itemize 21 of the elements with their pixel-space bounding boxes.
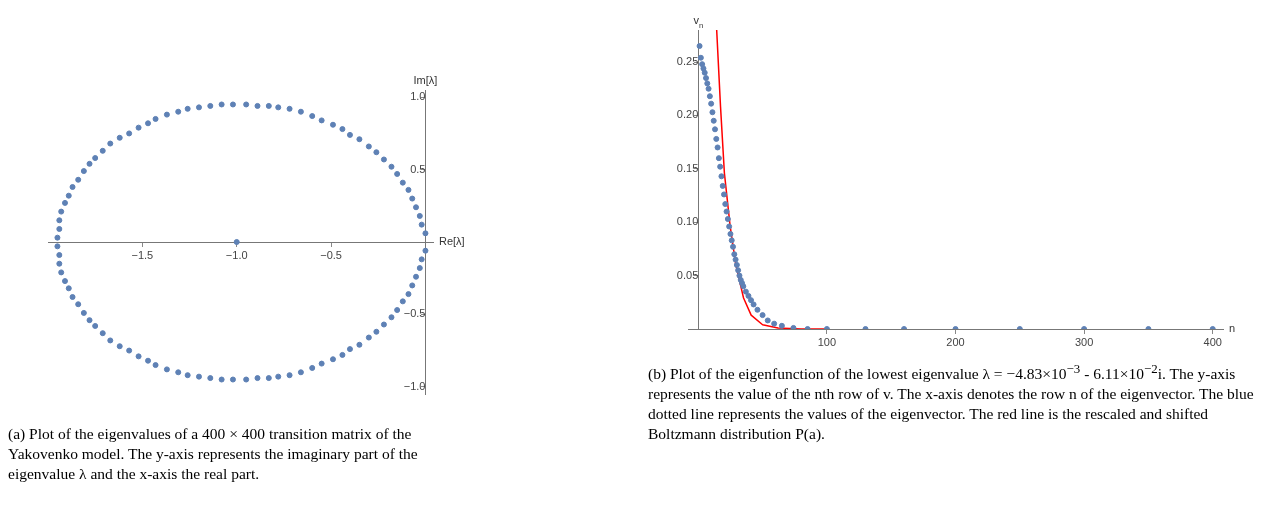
y-tick-label: 0.10 bbox=[676, 215, 699, 228]
y-tick-label: 0.5 bbox=[410, 162, 426, 175]
text: (a) Plot of the eigenvalues of a 400 × 400 transition matrix of the Yakovenko model. The y-axis represents the imaginary part of the eigenvalue λ and the x-axis the real part. bbox=[8, 424, 419, 484]
y-tick-label: −1.0 bbox=[403, 379, 426, 392]
x-tick-label: 400 bbox=[1203, 335, 1222, 348]
x-tick-label: −1.0 bbox=[225, 248, 248, 261]
x-tick-label: −1.5 bbox=[131, 248, 154, 261]
y-tick-label: 0.20 bbox=[676, 108, 699, 121]
x-tick-label: 100 bbox=[817, 335, 837, 348]
x-tick-label: 200 bbox=[946, 335, 965, 348]
y-tick-label: 0.15 bbox=[676, 161, 699, 174]
x-tick-label: −0.5 bbox=[320, 248, 342, 261]
y-tick-label: 0.25 bbox=[676, 55, 699, 68]
y-tick-label: 0.05 bbox=[676, 268, 699, 281]
x-tick-label: 300 bbox=[1074, 335, 1094, 348]
x-axis-title: Re[λ] bbox=[439, 235, 465, 248]
y-tick-label: 1.0 bbox=[410, 90, 426, 103]
y-tick-label: −0.5 bbox=[403, 307, 426, 320]
text: (b) Plot of the eigenfunction of the lowest eigenvalue λ = −4.83×10$^{−3}$ - 6.11×10$^{−2}$i. The y-axis represents the value of the nth row of v. The x-axis denotes the row n of the eigenvector. The blue dotted line represents the values of the eigenvector. The red line is the rescaled and shifted Boltzmann distribution P(a). bbox=[648, 360, 1255, 445]
x-axis-title: n bbox=[1229, 322, 1236, 335]
y-axis-title: Im[λ] bbox=[413, 73, 438, 86]
